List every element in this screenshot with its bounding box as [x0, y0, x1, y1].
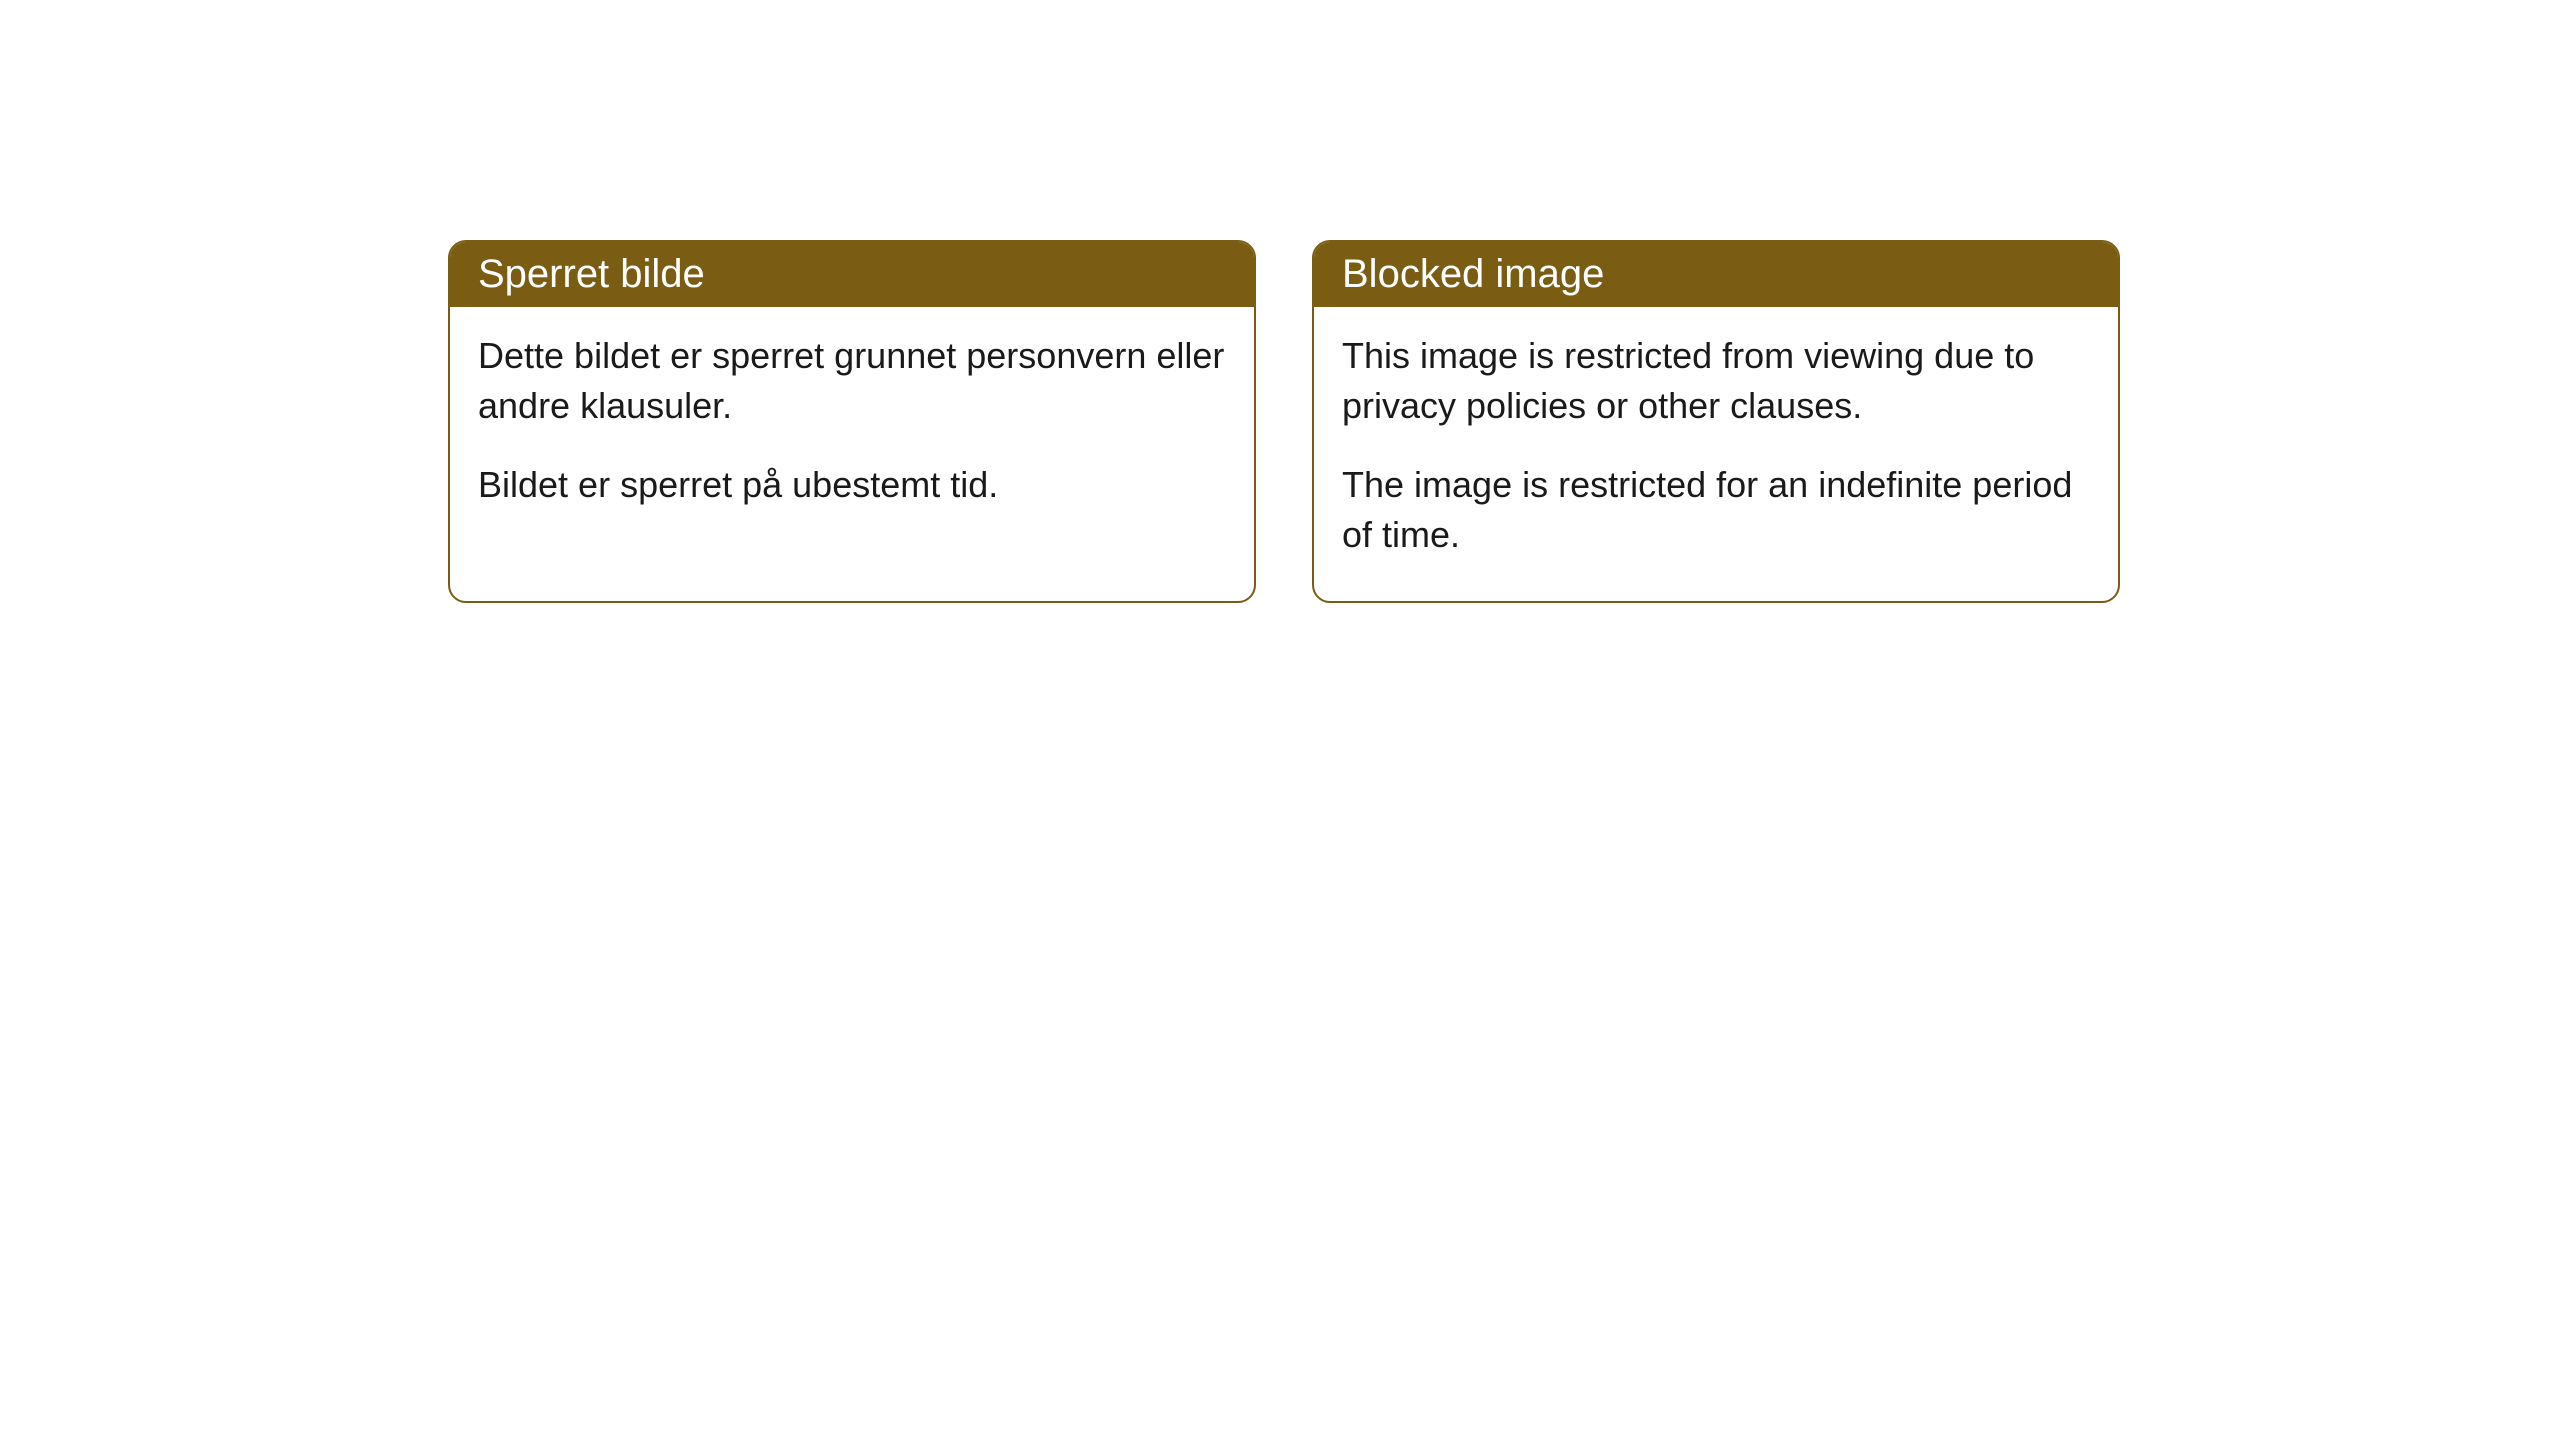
card-body: This image is restricted from viewing du…	[1314, 307, 2118, 601]
card-paragraph: The image is restricted for an indefinit…	[1342, 460, 2090, 561]
card-paragraph: Bildet er sperret på ubestemt tid.	[478, 460, 1226, 510]
card-header: Sperret bilde	[450, 242, 1254, 307]
notice-container: Sperret bilde Dette bildet er sperret gr…	[0, 0, 2560, 603]
card-title: Sperret bilde	[478, 252, 705, 296]
card-header: Blocked image	[1314, 242, 2118, 307]
card-title: Blocked image	[1342, 252, 1604, 296]
card-body: Dette bildet er sperret grunnet personve…	[450, 307, 1254, 550]
card-paragraph: Dette bildet er sperret grunnet personve…	[478, 331, 1226, 432]
card-paragraph: This image is restricted from viewing du…	[1342, 331, 2090, 432]
notice-card-norwegian: Sperret bilde Dette bildet er sperret gr…	[448, 240, 1256, 603]
notice-card-english: Blocked image This image is restricted f…	[1312, 240, 2120, 603]
